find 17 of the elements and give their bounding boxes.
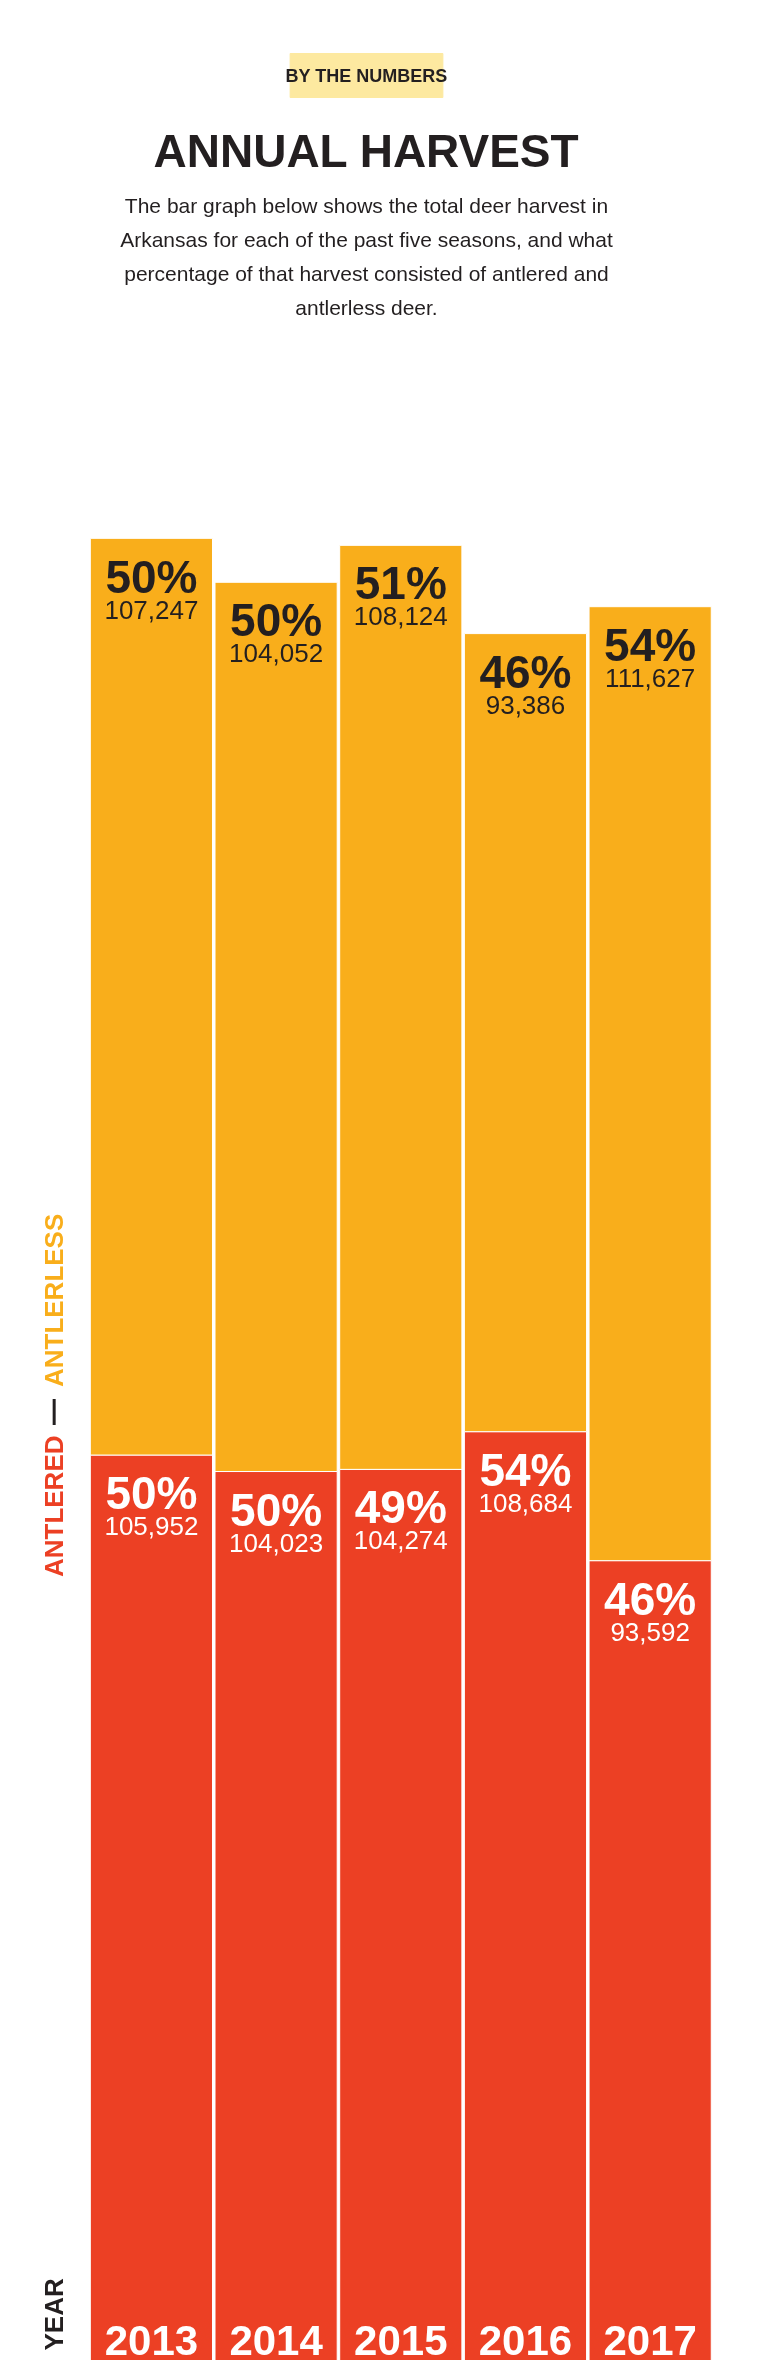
data-label: 93,592 — [610, 1616, 690, 1647]
x-tick-label: 2015 — [354, 2316, 448, 2364]
chart-subtitle: The bar graph below shows the total deer harvest in Arkansas for each of the past five seasons, and what percentage of that harvest consisted of antlered and antlerless deer. — [120, 194, 613, 319]
x-tick-label: 2014 — [229, 2316, 324, 2364]
data-label: 93,386 — [485, 689, 566, 720]
text: ANTLERLESS — [39, 1213, 70, 1388]
x-tick-label: 2016 — [478, 2316, 573, 2364]
text: ANTLERED — [39, 1435, 70, 1578]
data-label: 104,023 — [229, 1527, 324, 1558]
text: BY THE NUMBERS — [285, 65, 448, 86]
chart-title: ANNUAL HARVEST — [153, 124, 579, 177]
text: YEAR — [39, 2278, 70, 2351]
data-label: 111,627 — [605, 662, 696, 693]
x-tick-label: 2013 — [104, 2316, 199, 2364]
data-label: 107,247 — [104, 594, 199, 625]
x-tick-label: 2017 — [603, 2316, 697, 2364]
data-label: 108,684 — [478, 1487, 573, 1518]
